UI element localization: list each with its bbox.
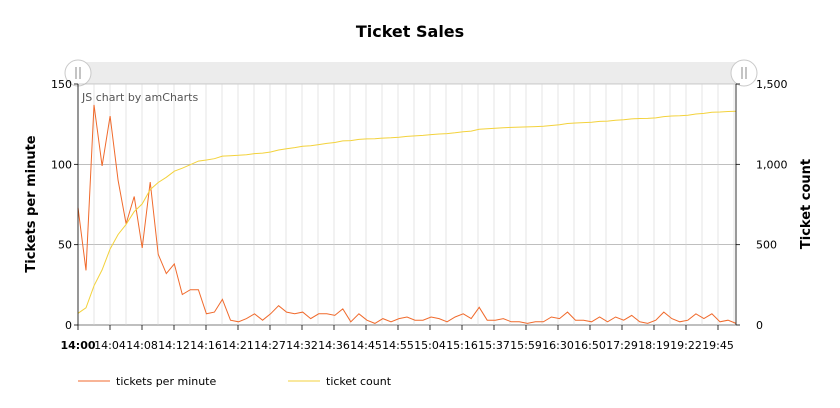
y-left-tick-label: 100: [51, 158, 72, 171]
x-tick-label: 14:04: [94, 339, 126, 352]
x-tick-label: 15:59: [510, 339, 542, 352]
x-tick-label: 15:37: [478, 339, 510, 352]
legend-label-tickets-per-minute: tickets per minute: [116, 375, 217, 388]
y-left-tick-label: 0: [65, 319, 72, 332]
y-left-tick-label: 50: [58, 239, 72, 252]
x-tick-label: 16:30: [542, 339, 574, 352]
x-tick-label: 14:32: [286, 339, 318, 352]
y-axis-left-title: Tickets per minute: [24, 135, 39, 272]
x-tick-label: 19:22: [670, 339, 702, 352]
x-tick-label: 17:29: [606, 339, 638, 352]
y-left-tick-label: 150: [51, 78, 72, 91]
x-tick-label: 18:19: [638, 339, 670, 352]
x-tick-label: 14:36: [318, 339, 350, 352]
x-tick-label: 19:45: [702, 339, 734, 352]
x-tick-label: 15:16: [446, 339, 478, 352]
series-line-ticket-count[interactable]: [77, 110, 737, 314]
x-tick-label: 14:12: [158, 339, 190, 352]
chart-credit[interactable]: JS chart by amCharts: [81, 91, 198, 104]
series-layer: [77, 104, 737, 324]
scrollbar-left-handle[interactable]: [64, 59, 92, 87]
y-right-tick-label: 500: [756, 239, 777, 252]
chart-title: Ticket Sales: [356, 22, 464, 41]
y-right-tick-label: 1,500: [756, 78, 788, 91]
scrollbar-right-handle[interactable]: [730, 59, 758, 87]
x-tick-label: 14:55: [382, 339, 414, 352]
x-tick-label: 14:00: [60, 339, 95, 352]
chart-scrollbar[interactable]: [78, 62, 744, 84]
legend-item-tickets-per-minute[interactable]: tickets per minute: [78, 375, 217, 388]
x-tick-label: 15:04: [414, 339, 446, 352]
x-tick-label: 14:21: [222, 339, 254, 352]
legend-item-ticket-count[interactable]: ticket count: [288, 375, 392, 388]
y-axis-right-title: Ticket count: [799, 159, 814, 249]
x-tick-label: 14:08: [126, 339, 158, 352]
x-tick-label: 14:27: [254, 339, 286, 352]
y-right-tick-label: 0: [756, 319, 763, 332]
series-line-tickets-per-minute[interactable]: [77, 104, 737, 324]
y-right-tick-label: 1,000: [756, 158, 788, 171]
gridlines: [77, 83, 736, 326]
x-tick-label: 16:50: [574, 339, 606, 352]
x-tick-label: 14:45: [350, 339, 382, 352]
legend-label-ticket-count: ticket count: [326, 375, 392, 388]
x-tick-label: 14:16: [190, 339, 222, 352]
